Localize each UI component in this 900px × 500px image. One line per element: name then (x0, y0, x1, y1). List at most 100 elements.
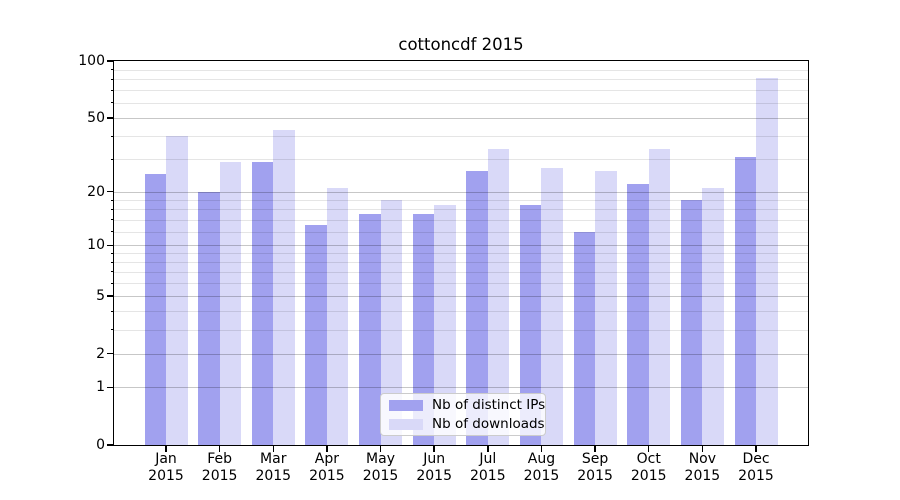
gridline-14 (114, 219, 808, 221)
bar-downloads-may (380, 200, 403, 445)
x-axis-label-feb: Feb 2015 (201, 451, 238, 484)
bar-distinct-ips-apr (305, 225, 327, 445)
x-axis-label-apr: Apr 2015 (309, 451, 345, 484)
x-axis-label-mar: Mar 2015 (255, 451, 292, 484)
y-axis-label-50: 50 (87, 109, 105, 126)
x-axis-tick-may (379, 446, 382, 452)
gridline-80 (114, 79, 808, 81)
x-axis-tick-mar (272, 446, 275, 452)
gridline-2 (114, 353, 808, 355)
gridline-20 (114, 191, 808, 193)
legend-swatch-downloads (389, 418, 423, 430)
gridline-18 (114, 200, 808, 201)
y-axis-tick-20 (107, 190, 114, 193)
bar-downloads-jun (434, 204, 456, 445)
x-axis-label-nov: Nov 2015 (684, 451, 721, 484)
x-axis-label-aug: Aug 2015 (523, 451, 560, 484)
y-axis-minor-tick-16 (110, 208, 114, 210)
gridline-60 (114, 102, 808, 104)
x-axis-tick-dec (755, 446, 757, 452)
y-axis-tick-0 (107, 444, 114, 446)
bar-downloads-jul (487, 149, 510, 445)
bar-distinct-ips-mar (251, 162, 274, 445)
legend-item-downloads: Nb of downloads (389, 416, 545, 432)
y-axis-minor-tick-8 (110, 261, 114, 263)
bar-distinct-ips-may (359, 214, 381, 445)
legend-swatch-distinct-ips (389, 399, 423, 411)
bar-downloads-apr (326, 187, 349, 445)
bar-downloads-dec (756, 78, 778, 445)
y-axis-tick-2 (107, 352, 114, 355)
legend-label-downloads: Nb of downloads (432, 416, 545, 432)
x-axis-tick-nov (701, 446, 704, 452)
bar-distinct-ips-jul (466, 170, 488, 445)
y-axis-minor-tick-3 (110, 329, 114, 331)
chart-title: cottoncdf 2015 (398, 35, 524, 54)
y-axis-minor-tick-6 (110, 282, 114, 284)
bar-distinct-ips-jun (412, 214, 435, 445)
y-axis-tick-100 (107, 60, 114, 62)
x-axis-tick-feb (218, 446, 221, 452)
bar-downloads-aug (541, 167, 563, 445)
bar-distinct-ips-dec (734, 156, 756, 445)
y-axis-minor-tick-9 (110, 252, 114, 254)
bar-distinct-ips-oct (627, 184, 649, 445)
x-axis-label-dec: Dec 2015 (738, 451, 774, 484)
gridline-7 (114, 271, 808, 273)
y-axis-label-20: 20 (87, 183, 105, 200)
y-axis-label-5: 5 (96, 287, 105, 304)
plot-area (114, 61, 808, 445)
gridline-10 (114, 245, 808, 247)
x-axis-tick-oct (647, 446, 650, 452)
legend-label-distinct-ips: Nb of distinct IPs (432, 397, 546, 413)
x-axis-label-may: May 2015 (362, 451, 399, 484)
x-axis-label-jun: Jun 2015 (416, 451, 452, 484)
y-axis-label-100: 100 (78, 53, 105, 69)
gridline-5 (114, 295, 808, 297)
x-axis-label-jul: Jul 2015 (469, 451, 506, 484)
y-axis-minor-tick-30 (110, 158, 114, 160)
y-axis-tick-10 (107, 244, 114, 247)
y-axis-tick-1 (107, 386, 114, 389)
gridline-90 (114, 69, 808, 71)
y-axis-minor-tick-90 (110, 69, 114, 71)
x-axis-tick-jan (165, 446, 167, 452)
bar-distinct-ips-sep (573, 231, 596, 445)
y-axis-label-2: 2 (96, 345, 105, 362)
gridline-50 (114, 117, 808, 119)
bar-downloads-jan (166, 136, 188, 445)
gridline-8 (114, 262, 808, 264)
gridline-6 (114, 283, 808, 285)
x-axis-label-jan: Jan 2015 (148, 451, 184, 484)
y-axis-minor-tick-40 (110, 135, 114, 137)
legend-item-distinct-ips: Nb of distinct IPs (389, 397, 545, 413)
y-axis-minor-tick-7 (110, 271, 114, 273)
y-axis-label-10: 10 (87, 237, 105, 254)
gridline-1 (114, 387, 808, 389)
bar-distinct-ips-jan (144, 173, 166, 445)
y-axis-minor-tick-70 (110, 89, 114, 91)
bar-downloads-sep (595, 170, 617, 445)
gridline-9 (114, 253, 808, 255)
bar-distinct-ips-nov (680, 200, 703, 445)
gridline-4 (114, 311, 808, 313)
bar-distinct-ips-aug (519, 204, 542, 445)
x-axis-tick-jul (487, 446, 489, 452)
gridline-16 (114, 209, 808, 211)
bar-distinct-ips-feb (198, 191, 220, 445)
x-axis-tick-apr (326, 446, 328, 452)
gridline-40 (114, 136, 808, 137)
x-axis-tick-sep (594, 446, 596, 452)
gridline-3 (114, 329, 808, 331)
y-axis-tick-5 (107, 295, 114, 297)
y-axis-minor-tick-4 (110, 310, 114, 312)
x-axis-label-oct: Oct 2015 (630, 451, 667, 484)
x-axis-tick-aug (540, 446, 543, 452)
bar-downloads-feb (219, 162, 242, 445)
gridline-12 (114, 231, 808, 233)
y-axis-minor-tick-60 (110, 102, 114, 104)
legend: Nb of distinct IPs Nb of downloads (380, 393, 546, 436)
gridline-30 (114, 159, 808, 161)
gridline-70 (114, 90, 808, 92)
